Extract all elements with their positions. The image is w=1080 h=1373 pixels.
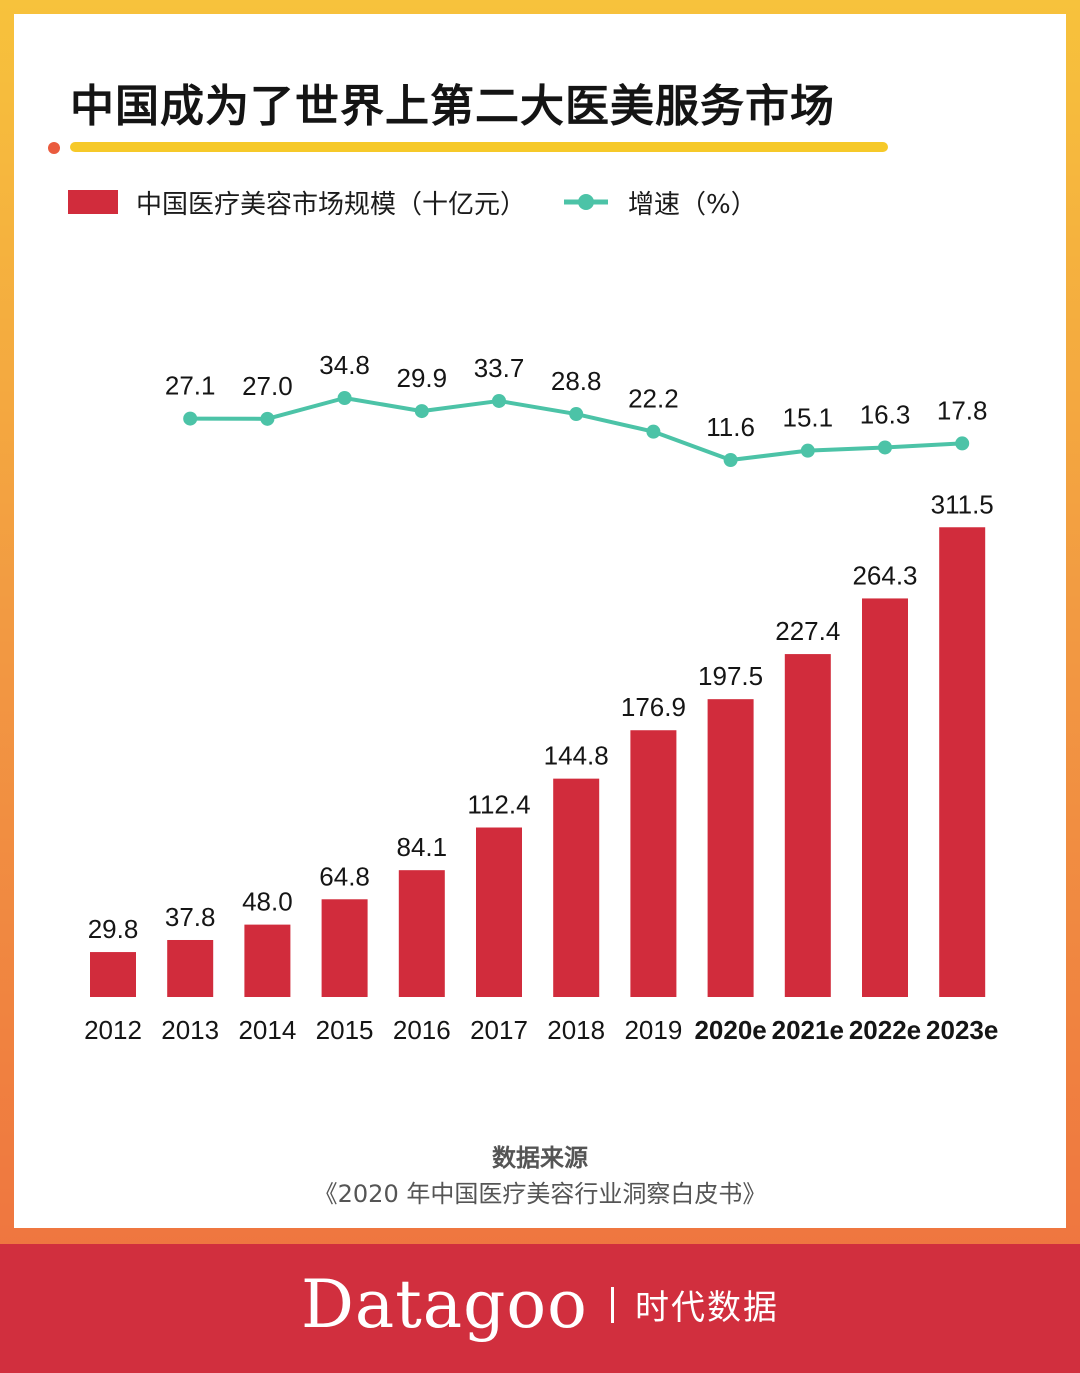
bar-2014: [244, 924, 291, 997]
x-tick-2016: 2016: [393, 1015, 451, 1045]
growth-value-2013: 27.1: [165, 371, 216, 401]
x-tick-2023e: 2023e: [926, 1015, 998, 1045]
x-axis-ticks: 2012 2013 2014 2015 2016 2017 2018 2019 2020e 202…: [84, 1015, 998, 1045]
bar-value-2014: 48.0: [242, 887, 293, 917]
bar-value-2019: 176.9: [621, 692, 686, 722]
line-series: 27.1 27.0 34.8 29.9 33.7 28.8 22.2 11.6 15.1 16.3…: [165, 350, 988, 467]
chart-title: 中国成为了世界上第二大医美服务市场: [70, 81, 835, 132]
legend-bar-label: 中国医疗美容市场规模（十亿元）: [136, 189, 527, 220]
combo-chart: 29.8 37.8 48.0 64.8 84.1 112.4 144.8 176.9 197.5…: [84, 350, 998, 1045]
bar-value-2015: 64.8: [319, 861, 370, 891]
bar-2020e: [707, 699, 754, 997]
title-accent-dot: [48, 142, 60, 154]
x-tick-2017: 2017: [470, 1015, 528, 1045]
bar-value-2012: 29.8: [88, 914, 139, 944]
growth-point-2016: [414, 404, 429, 419]
growth-point-2023e: [955, 436, 970, 451]
bar-value-labels: 29.8 37.8 48.0 64.8 84.1 112.4 144.8 176.9 197.5…: [88, 489, 994, 944]
growth-point-2017: [492, 393, 506, 408]
growth-point-2020e: [723, 453, 738, 467]
bar-value-2020e: 197.5: [698, 661, 763, 691]
x-tick-2013: 2013: [161, 1015, 219, 1045]
brand-name-cn: 时代数据: [635, 1288, 780, 1328]
bar-2022e: [862, 598, 908, 997]
growth-value-2014: 27.0: [242, 371, 293, 401]
growth-value-2021e: 15.1: [782, 403, 833, 433]
legend-line-series: 增速（%）: [562, 182, 757, 222]
growth-value-2019: 22.2: [628, 384, 679, 414]
bar-value-2022e: 264.3: [852, 560, 917, 590]
bar-2019: [630, 730, 677, 997]
legend-bar-series: 中国医疗美容市场规模（十亿元）: [68, 182, 526, 222]
growth-value-2015: 34.8: [319, 350, 370, 380]
growth-point-2018: [569, 407, 584, 422]
x-tick-2018: 2018: [547, 1015, 605, 1045]
growth-point-2014: [260, 411, 275, 426]
growth-value-2016: 29.9: [396, 363, 447, 393]
growth-value-2020e: 11.6: [706, 412, 755, 442]
bar-value-2021e: 227.4: [775, 616, 840, 646]
bar-2012: [90, 952, 136, 997]
growth-value-2018: 28.8: [551, 366, 602, 396]
bar-value-2017: 112.4: [467, 790, 530, 820]
legend-line-swatch: [564, 194, 608, 210]
bar-2021e: [784, 654, 831, 997]
bar-series: [90, 527, 986, 997]
title-underline-bar: [70, 142, 888, 152]
brand-separator: [610, 1286, 614, 1323]
brand-logo: Datagoo 时代数据: [0, 1266, 1080, 1343]
bar-2018: [553, 778, 600, 997]
bar-2016: [398, 870, 445, 997]
bar-value-2023e: 311.5: [931, 489, 994, 519]
bar-2017: [476, 827, 522, 997]
legend-bar-swatch: [68, 190, 118, 214]
growth-value-2023e: 17.8: [937, 395, 988, 425]
x-tick-2021e: 2021e: [772, 1015, 844, 1045]
growth-value-2017: 33.7: [474, 353, 525, 383]
growth-point-2015: [337, 391, 352, 405]
bar-value-2018: 144.8: [544, 741, 609, 771]
growth-point-2019: [646, 424, 661, 439]
bar-value-2016: 84.1: [396, 832, 447, 862]
footer-banner: Datagoo 时代数据: [0, 1244, 1080, 1373]
legend-line-label: 增速（%）: [628, 189, 757, 220]
x-tick-2014: 2014: [238, 1015, 296, 1045]
source-label: 数据来源: [492, 1144, 588, 1172]
x-tick-2022e: 2022e: [849, 1015, 921, 1045]
bar-value-2013: 37.8: [165, 902, 216, 932]
x-tick-2020e: 2020e: [694, 1015, 766, 1045]
brand-name: Datagoo: [300, 1266, 588, 1343]
x-tick-2019: 2019: [624, 1015, 682, 1045]
growth-point-2013: [183, 411, 198, 426]
bar-2023e: [939, 527, 986, 997]
x-tick-2012: 2012: [84, 1015, 142, 1045]
source-text: 《2020 年中国医疗美容行业洞察白皮书》: [313, 1180, 767, 1208]
x-tick-2015: 2015: [316, 1015, 374, 1045]
bar-2013: [167, 939, 214, 997]
growth-point-2021e: [800, 443, 815, 458]
chart-card: 中国成为了世界上第二大医美服务市场 中国医疗美容市场规模（十亿元） 增速（%） …: [14, 14, 1066, 1228]
growth-point-2022e: [878, 440, 892, 455]
bar-2015: [321, 899, 368, 997]
growth-value-2022e: 16.3: [860, 399, 911, 429]
